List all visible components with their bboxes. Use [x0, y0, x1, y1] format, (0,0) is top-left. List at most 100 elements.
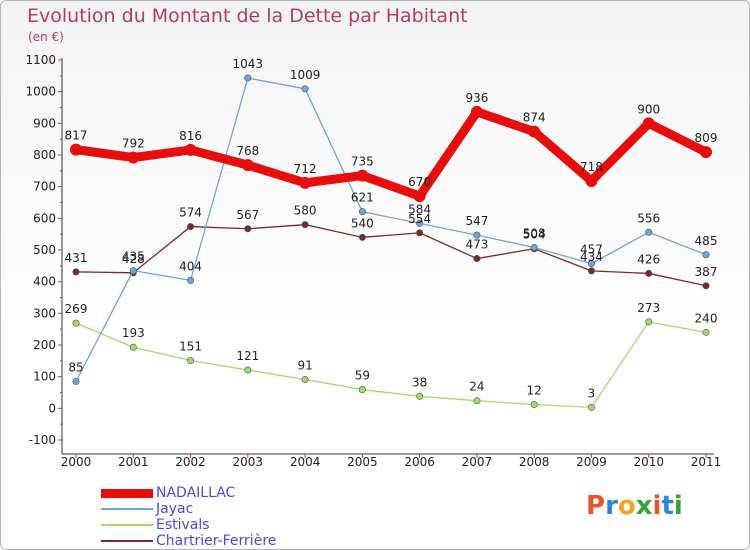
- legend-label: Estivals: [156, 517, 210, 533]
- y-tick-label: 800: [33, 148, 56, 162]
- data-point: [129, 267, 137, 275]
- x-tick-label: 2001: [118, 455, 149, 469]
- data-label: 580: [294, 204, 317, 218]
- data-label: 426: [637, 252, 660, 266]
- data-label: 193: [122, 326, 145, 340]
- data-point: [187, 276, 195, 284]
- series-line: [75, 321, 707, 409]
- legend-swatch: [101, 524, 153, 526]
- chart-title: Evolution du Montant de la Dette par Hab…: [27, 5, 468, 27]
- data-point: [528, 125, 541, 138]
- data-label: 504: [523, 228, 546, 242]
- data-point: [702, 251, 710, 259]
- data-label: 816: [179, 129, 202, 143]
- x-tick-label: 2005: [347, 455, 378, 469]
- data-label: 151: [179, 340, 202, 354]
- data-point: [702, 282, 710, 290]
- data-point: [473, 397, 481, 405]
- data-label: 457: [580, 243, 603, 257]
- data-point: [358, 233, 366, 241]
- y-tick-label: 0: [48, 401, 56, 415]
- data-point: [470, 105, 483, 118]
- legend-swatch: [101, 540, 153, 542]
- data-label: 712: [294, 162, 317, 176]
- data-label: 1043: [233, 57, 264, 71]
- data-point: [301, 221, 309, 229]
- data-point: [702, 328, 710, 336]
- data-point: [358, 208, 366, 216]
- data-point: [700, 146, 712, 159]
- chart-subtitle: (en €): [28, 30, 64, 44]
- data-label: 547: [465, 214, 488, 228]
- x-tick-label: 2004: [290, 455, 321, 469]
- data-label: 85: [68, 360, 83, 374]
- data-point: [530, 401, 538, 409]
- data-label: 240: [695, 311, 718, 325]
- x-tick-label: 2003: [233, 455, 264, 469]
- series-line: [75, 107, 709, 201]
- data-point: [72, 268, 80, 276]
- data-label: 435: [122, 250, 145, 264]
- data-label: 121: [236, 349, 259, 363]
- data-point: [301, 376, 309, 384]
- data-label: 817: [65, 129, 88, 143]
- data-point: [299, 176, 312, 189]
- data-point: [587, 403, 595, 411]
- data-label: 768: [236, 144, 259, 158]
- data-label: 621: [351, 191, 374, 205]
- y-tick-label: 100: [33, 370, 56, 384]
- data-point: [72, 377, 80, 385]
- data-label: 567: [236, 208, 259, 222]
- data-label: 3: [588, 386, 596, 400]
- data-label: 91: [297, 359, 312, 373]
- series-line: [75, 77, 707, 382]
- data-point: [585, 174, 598, 187]
- data-point: [187, 223, 195, 231]
- series-line: [75, 224, 707, 287]
- data-point: [413, 190, 426, 203]
- data-label: 387: [695, 265, 718, 279]
- data-label: 404: [179, 259, 202, 273]
- data-point: [473, 255, 481, 263]
- data-point: [72, 319, 80, 327]
- y-tick-label: 700: [33, 180, 56, 194]
- x-tick-label: 2000: [61, 455, 92, 469]
- y-tick-label: 1000: [25, 85, 56, 99]
- legend-swatch: [101, 508, 153, 510]
- data-point: [645, 269, 653, 277]
- data-label: 718: [580, 160, 603, 174]
- data-point: [356, 169, 369, 182]
- data-label: 792: [122, 137, 145, 151]
- x-tick-label: 2010: [633, 455, 664, 469]
- data-point: [473, 231, 481, 239]
- data-point: [301, 85, 309, 93]
- data-label: 584: [408, 202, 431, 216]
- y-tick-label: 400: [33, 275, 56, 289]
- data-point: [244, 74, 252, 82]
- data-point: [587, 267, 595, 275]
- data-label: 508: [523, 226, 546, 240]
- data-point: [70, 143, 82, 156]
- data-label: 12: [527, 384, 542, 398]
- data-label: 670: [408, 175, 431, 189]
- y-tick-label: 900: [33, 116, 56, 130]
- data-point: [416, 392, 424, 400]
- data-point: [127, 151, 140, 164]
- data-label: 554: [408, 212, 431, 226]
- data-point: [645, 318, 653, 326]
- data-label: 485: [695, 234, 718, 248]
- data-point: [244, 366, 252, 374]
- data-label: 556: [637, 211, 660, 225]
- data-label: 473: [465, 238, 488, 252]
- legend-label: NADAILLAC: [156, 485, 236, 501]
- data-point: [244, 225, 252, 233]
- data-label: 735: [351, 155, 374, 169]
- data-label: 428: [122, 252, 145, 266]
- x-tick-label: 2009: [576, 455, 607, 469]
- legend-label: Chartrier-Ferrière: [156, 533, 277, 549]
- data-label: 24: [469, 380, 484, 394]
- data-label: 540: [351, 216, 374, 230]
- data-label: 936: [465, 91, 488, 105]
- data-label: 431: [65, 251, 88, 265]
